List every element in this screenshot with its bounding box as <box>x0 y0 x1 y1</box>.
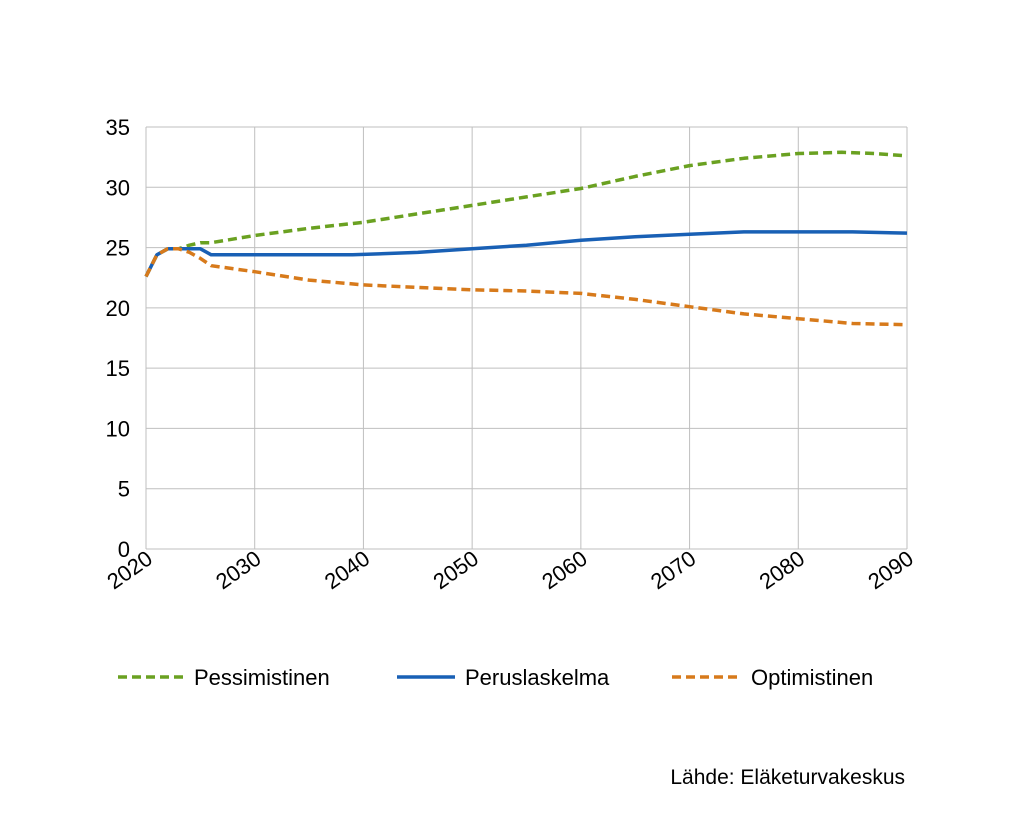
y-tick-label: 0 <box>118 537 130 562</box>
x-tick-label: 2070 <box>646 546 700 595</box>
y-axis-tick-labels: 0 5 10 15 20 25 30 35 <box>106 115 130 562</box>
legend-label: Peruslaskelma <box>465 665 610 690</box>
legend-label: Optimistinen <box>751 665 873 690</box>
x-tick-label: 2040 <box>320 546 374 595</box>
x-tick-label: 2050 <box>429 546 483 595</box>
x-tick-label: 2060 <box>537 546 591 595</box>
series-line-peruslaskelma <box>144 230 908 278</box>
legend-label: Pessimistinen <box>194 665 330 690</box>
y-tick-label: 10 <box>106 416 130 441</box>
x-tick-label: 2080 <box>755 546 809 595</box>
y-tick-label: 5 <box>118 477 130 502</box>
legend-item-optimistinen: Optimistinen <box>672 665 873 690</box>
series-line-pessimistinen <box>144 150 908 278</box>
y-tick-label: 20 <box>106 296 130 321</box>
source-note: Lähde: Eläketurvakeskus <box>670 766 905 789</box>
x-tick-label: 2090 <box>863 546 917 595</box>
series-lines <box>144 150 908 327</box>
y-tick-label: 25 <box>106 236 130 261</box>
x-tick-label: 2030 <box>211 546 265 595</box>
y-tick-label: 15 <box>106 356 130 381</box>
legend-item-peruslaskelma: Peruslaskelma <box>397 665 610 690</box>
y-tick-label: 35 <box>106 115 130 140</box>
legend: Pessimistinen Peruslaskelma Optimistinen <box>118 665 873 690</box>
y-tick-label: 30 <box>106 175 130 200</box>
series-line-optimistinen <box>144 247 908 327</box>
grid <box>145 126 908 550</box>
legend-item-pessimistinen: Pessimistinen <box>118 665 330 690</box>
x-axis-tick-labels: 2020 2030 2040 2050 2060 2070 2080 2090 <box>102 546 917 595</box>
